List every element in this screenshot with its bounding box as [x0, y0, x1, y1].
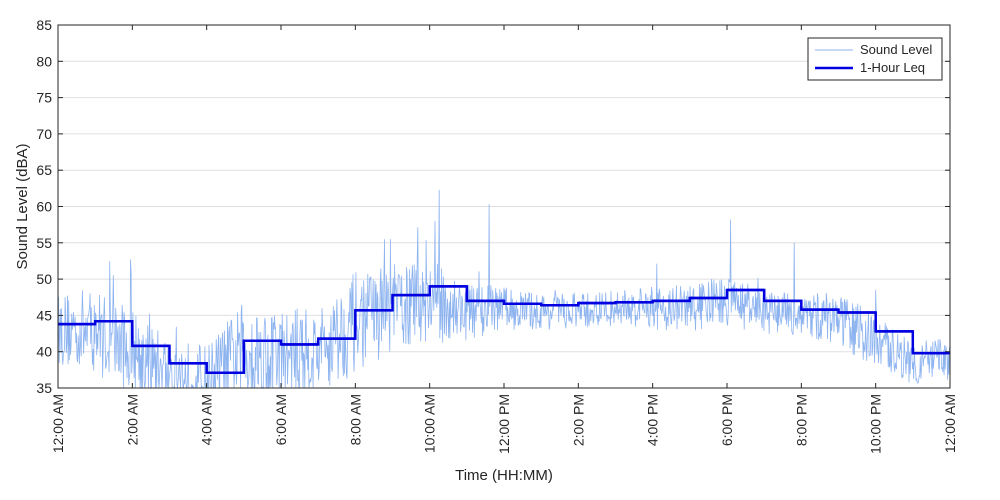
y-tick-label: 85	[36, 17, 52, 33]
x-tick-label: 12:00 PM	[496, 394, 512, 454]
y-tick-label: 55	[36, 235, 52, 251]
y-tick-label: 60	[36, 199, 52, 215]
x-tick-label: 2:00 PM	[570, 394, 586, 446]
x-tick-label: 10:00 PM	[868, 394, 884, 454]
legend-label-sound-level: Sound Level	[860, 42, 932, 57]
axes: 35 40 45 50 55 60 65 70 75 80 85 12:00 AM 2:00 AM 4:0…	[36, 17, 958, 454]
x-tick-label: 2:00 AM	[124, 394, 140, 445]
legend-box	[807, 37, 943, 81]
x-tick-label: 10:00 AM	[422, 394, 438, 453]
series-layer	[57, 189, 951, 390]
y-tick-label: 70	[36, 126, 52, 142]
y-tick-label: 75	[36, 90, 52, 106]
x-axis-label: Time (HH:MM)	[455, 467, 553, 484]
y-tick-label: 50	[36, 271, 52, 287]
x-tick-label: 12:00 AM	[942, 394, 958, 453]
x-tick-label: 12:00 AM	[50, 394, 66, 453]
x-tick-label: 6:00 PM	[719, 394, 735, 446]
y-axis-label: Sound Level (dBA)	[14, 144, 31, 270]
series-sound-level	[57, 189, 951, 390]
x-tick-label: 6:00 AM	[273, 394, 289, 445]
y-tick-label: 80	[36, 53, 52, 69]
x-tick-label: 8:00 AM	[347, 394, 363, 445]
y-tick-label: 65	[36, 162, 52, 178]
y-tick-label: 40	[36, 344, 52, 360]
legend: Sound Level 1-Hour Leq	[807, 37, 943, 81]
series-1-hour-leq	[58, 285, 950, 375]
x-tick-label: 8:00 PM	[793, 394, 809, 446]
y-tick-label: 35	[36, 380, 52, 396]
grid	[58, 60, 950, 353]
x-tick-label: 4:00 AM	[199, 394, 215, 445]
x-tick-label: 4:00 PM	[645, 394, 661, 446]
y-tick-label: 45	[36, 307, 52, 323]
legend-label-leq: 1-Hour Leq	[860, 60, 925, 75]
